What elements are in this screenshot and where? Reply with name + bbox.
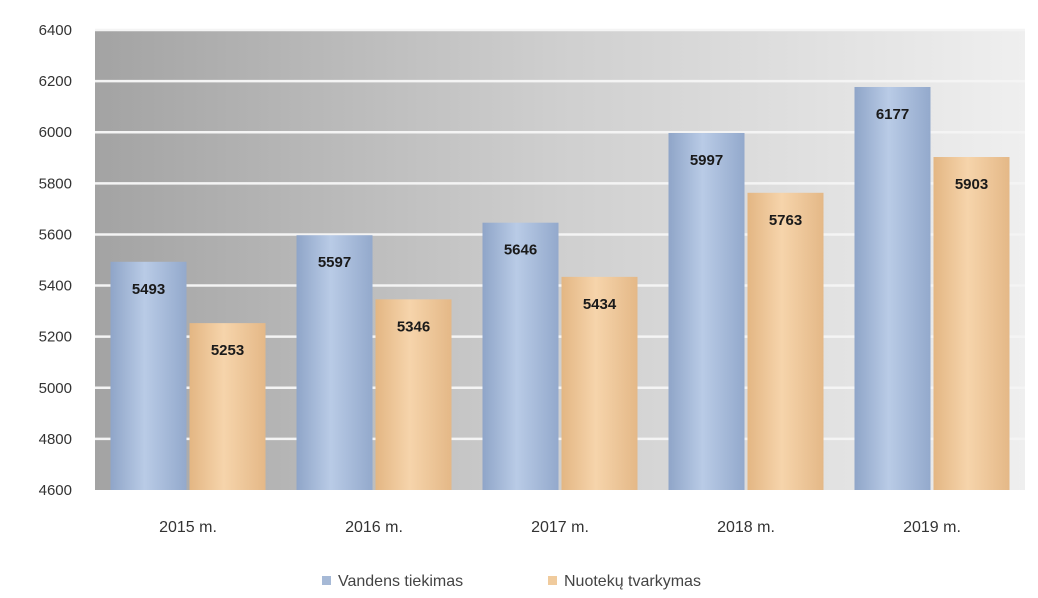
bar (668, 132, 745, 490)
y-tick-label: 6000 (39, 124, 72, 141)
bar (854, 86, 931, 490)
bar (375, 299, 452, 490)
bar (296, 235, 373, 490)
bar (189, 323, 266, 490)
x-tick-label: 2015 m. (159, 519, 217, 536)
bar (747, 192, 824, 491)
legend-swatch (548, 576, 557, 585)
x-axis: 2015 m. 2016 m. 2017 m. 2018 m. 2019 m. (159, 519, 961, 536)
bar (110, 261, 187, 490)
x-tick-label: 2019 m. (903, 519, 961, 536)
bars (110, 86, 1010, 491)
x-tick-label: 2016 m. (345, 519, 403, 536)
y-tick-label: 4800 (39, 431, 72, 448)
y-tick-label: 4600 (39, 482, 72, 499)
data-label: 5493 (132, 281, 165, 298)
legend: Vandens tiekimas Nuotekų tvarkymas (322, 573, 701, 590)
y-tick-label: 5000 (39, 380, 72, 397)
data-labels: 5493 5253 5597 5346 5646 5434 5997 5763 6177 5903 (132, 106, 988, 359)
y-tick-label: 5800 (39, 175, 72, 192)
data-label: 5903 (955, 176, 988, 193)
bar (482, 222, 559, 490)
legend-label: Vandens tiekimas (338, 573, 463, 590)
data-label: 5253 (211, 342, 244, 359)
x-tick-label: 2018 m. (717, 519, 775, 536)
data-label: 5997 (690, 152, 723, 169)
y-tick-label: 5600 (39, 226, 72, 243)
y-tick-label: 5200 (39, 329, 72, 346)
y-tick-label: 5400 (39, 278, 72, 295)
data-label: 5763 (769, 212, 802, 229)
bar (561, 276, 638, 490)
data-label: 5646 (504, 242, 537, 259)
bar (933, 157, 1010, 490)
y-axis: 4600 4800 5000 5200 5400 5600 5800 6000 6200 6400 (39, 22, 72, 499)
y-tick-label: 6200 (39, 73, 72, 90)
legend-swatch (322, 576, 331, 585)
x-tick-label: 2017 m. (531, 519, 589, 536)
data-label: 6177 (876, 106, 909, 123)
y-tick-label: 6400 (39, 22, 72, 39)
data-label: 5597 (318, 254, 351, 271)
data-label: 5434 (583, 296, 617, 313)
legend-label: Nuotekų tvarkymas (564, 573, 701, 590)
data-label: 5346 (397, 318, 430, 335)
